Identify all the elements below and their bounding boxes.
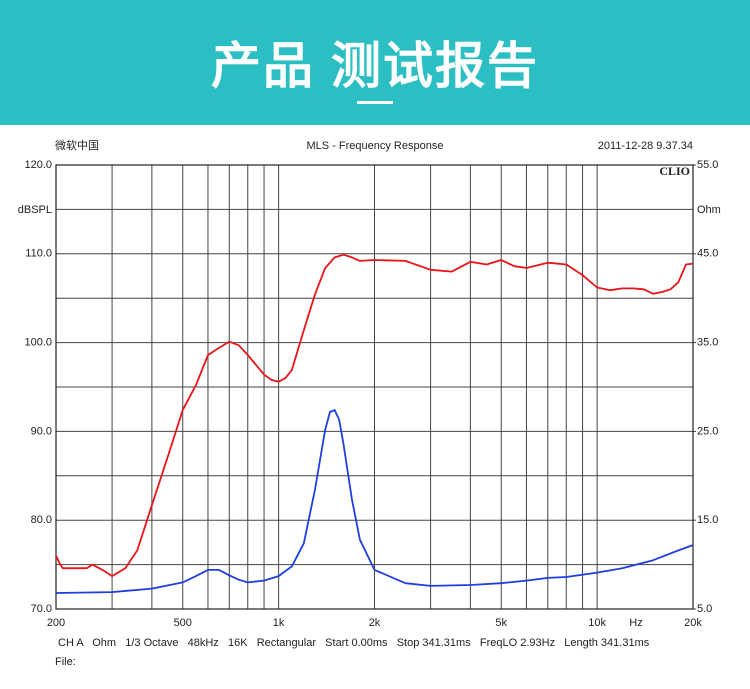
plot-frame [55,164,694,610]
x-tick-label: 500 [174,617,192,629]
banner: 产品 测试报告 [0,0,750,125]
series-line [55,409,694,594]
x-unit: Hz [629,617,642,629]
y-tick-label: 70.0 [31,603,52,615]
x-tick-label: 20k [684,617,702,629]
x-tick-label: 1k [273,617,285,629]
y-tick-label: 110.0 [25,248,52,260]
y-axis-label: dBSPL [18,204,52,216]
header-right: 2011-12-28 9.37.34 [598,140,693,152]
header-left: 微软中国 [55,138,99,152]
x-tick-label: 200 [47,617,65,629]
y-tick-label: 90.0 [31,425,52,437]
y-tick-label: 80.0 [31,514,52,526]
y2-axis-label: Ohm [697,204,721,216]
y2-tick-label: 45.0 [697,248,718,260]
y2-tick-label: 35.0 [697,337,718,349]
y2-tick-label: 55.0 [697,159,718,171]
x-tick-label: 2k [369,617,381,629]
banner-underline [357,101,393,104]
y-tick-label: 120.0 [24,159,52,171]
y2-tick-label: 15.0 [697,514,718,526]
x-tick-label: 10k [588,617,606,629]
chart: 微软中国 MLS - Frequency Response 2011-12-28… [18,138,721,668]
banner-title: 产品 测试报告 [211,38,539,94]
brand: CLIO [659,164,690,178]
y2-tick-label: 25.0 [697,425,718,437]
footer: CH A Ohm 1/3 Octave 48kHz 16K Rectangula… [58,637,650,649]
file-label: File: [55,656,76,668]
series-line [55,253,694,577]
y-tick-label: 100.0 [24,337,52,349]
y2-tick-label: 5.0 [697,603,712,615]
x-tick-label: 5k [495,617,507,629]
chart-title: MLS - Frequency Response [307,140,444,152]
